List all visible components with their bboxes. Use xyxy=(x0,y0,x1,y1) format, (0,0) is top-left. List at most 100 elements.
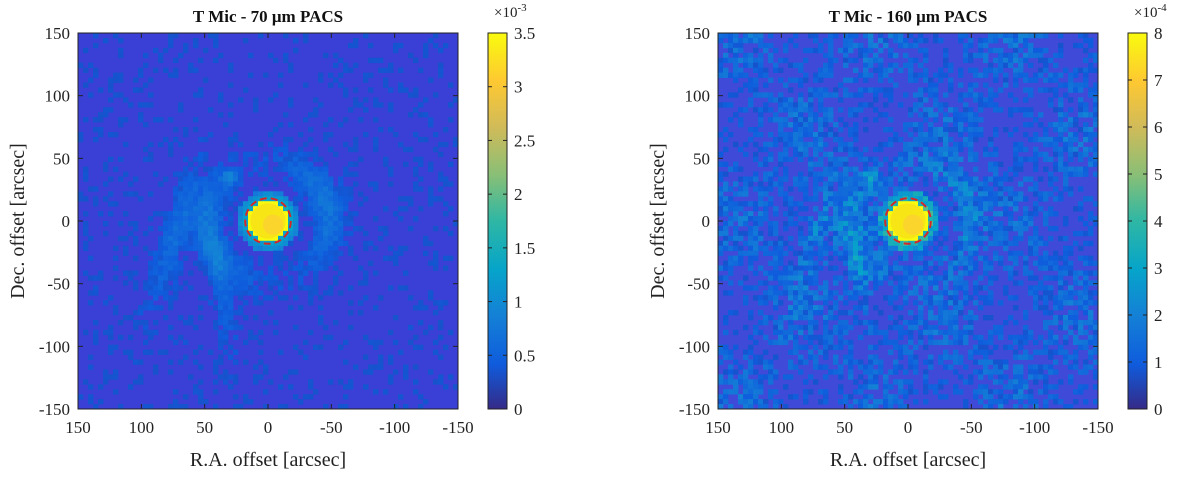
heatmap-cell xyxy=(218,300,224,306)
heatmap-cell xyxy=(893,240,899,247)
heatmap-cell xyxy=(108,334,114,341)
heatmap-cell xyxy=(828,255,834,261)
heatmap-cell xyxy=(283,201,289,207)
heatmap-cell xyxy=(943,136,949,143)
heatmap-cell xyxy=(778,255,784,261)
heatmap-cell xyxy=(813,196,819,202)
heatmap-cell xyxy=(233,374,239,380)
heatmap-cell xyxy=(248,225,254,232)
heatmap-cell xyxy=(903,42,909,49)
heatmap-cell xyxy=(1013,67,1019,73)
heatmap-cell xyxy=(768,359,774,365)
heatmap-cell xyxy=(213,364,219,370)
heatmap-cell xyxy=(1088,354,1094,360)
heatmap-cell xyxy=(433,300,439,306)
heatmap-cell xyxy=(233,324,239,331)
heatmap-cell xyxy=(238,166,244,172)
heatmap-cell xyxy=(923,280,929,286)
heatmap-cell xyxy=(723,245,729,252)
heatmap-cell xyxy=(1073,389,1079,395)
heatmap-cell xyxy=(158,260,164,266)
heatmap-cell xyxy=(123,97,129,103)
heatmap-cell xyxy=(783,290,789,296)
heatmap-cell xyxy=(858,92,864,98)
heatmap-cell xyxy=(438,300,444,306)
heatmap-cell xyxy=(1013,206,1019,212)
heatmap-cell xyxy=(348,146,354,153)
heatmap-cell xyxy=(313,191,319,197)
heatmap-cell xyxy=(398,349,404,355)
heatmap-cell xyxy=(813,240,819,247)
heatmap-cell xyxy=(243,235,249,242)
heatmap-cell xyxy=(383,225,389,232)
heatmap-cell xyxy=(768,156,774,163)
heatmap-cell xyxy=(388,62,394,69)
heatmap-cell xyxy=(988,275,994,281)
heatmap-cell xyxy=(238,295,244,301)
heatmap-cell xyxy=(313,196,319,202)
heatmap-cell xyxy=(1023,354,1029,360)
colorbar-tick-label: 2 xyxy=(1154,306,1163,325)
heatmap-cell xyxy=(318,72,324,78)
heatmap-cell xyxy=(903,92,909,98)
heatmap-cell xyxy=(843,87,849,93)
heatmap-cell xyxy=(743,221,749,227)
heatmap-cell xyxy=(728,72,734,78)
heatmap-cell xyxy=(863,127,869,133)
heatmap-cell xyxy=(808,295,814,301)
heatmap-cell xyxy=(1028,334,1034,341)
heatmap-cell xyxy=(448,230,454,237)
heatmap-cell xyxy=(328,186,334,192)
heatmap-cell xyxy=(888,300,894,306)
heatmap-cell xyxy=(943,171,949,177)
heatmap-cell xyxy=(928,127,934,133)
heatmap-cell xyxy=(763,186,769,192)
heatmap-cell xyxy=(1058,117,1064,123)
heatmap-cell xyxy=(938,379,944,385)
heatmap-cell xyxy=(353,255,359,261)
heatmap-cell xyxy=(918,295,924,301)
heatmap-cell xyxy=(958,275,964,281)
heatmap-cell xyxy=(1043,364,1049,370)
heatmap-cell xyxy=(868,319,874,326)
heatmap-cell xyxy=(1078,186,1084,192)
heatmap-cell xyxy=(233,235,239,242)
heatmap-cell xyxy=(883,399,889,405)
heatmap-cell xyxy=(873,235,879,242)
heatmap-cell xyxy=(193,206,199,212)
heatmap-cell xyxy=(1053,176,1059,182)
heatmap-cell xyxy=(753,201,759,207)
heatmap-cell xyxy=(1043,265,1049,271)
heatmap-cell xyxy=(228,300,234,306)
heatmap-cell xyxy=(1048,57,1054,64)
heatmap-cell xyxy=(818,127,824,133)
heatmap-cell xyxy=(238,191,244,197)
colorbar-exponent-power: -3 xyxy=(517,2,527,14)
heatmap-cell xyxy=(743,230,749,237)
heatmap-cell xyxy=(958,176,964,182)
heatmap-cell xyxy=(928,235,934,242)
heatmap-cell xyxy=(418,186,424,192)
heatmap-cell xyxy=(303,176,309,182)
heatmap-cell xyxy=(428,166,434,172)
heatmap-cell xyxy=(1083,260,1089,266)
heatmap-cell xyxy=(228,344,234,351)
heatmap-cell xyxy=(983,97,989,103)
heatmap-cell xyxy=(753,107,759,113)
heatmap-cell xyxy=(953,240,959,247)
heatmap-cell xyxy=(148,77,154,83)
heatmap-cell xyxy=(828,196,834,202)
heatmap-cell xyxy=(928,122,934,128)
heatmap-cell xyxy=(273,127,279,133)
heatmap-cell xyxy=(903,300,909,306)
heatmap-cell xyxy=(873,42,879,49)
heatmap-cell xyxy=(183,221,189,227)
heatmap-cell xyxy=(1083,319,1089,326)
heatmap-cell xyxy=(1083,33,1089,39)
heatmap-cell xyxy=(938,255,944,261)
heatmap-cell xyxy=(923,344,929,351)
heatmap-cell xyxy=(233,255,239,261)
heatmap-cell xyxy=(283,176,289,182)
heatmap-cell xyxy=(133,324,139,331)
heatmap-cell xyxy=(1073,131,1079,138)
